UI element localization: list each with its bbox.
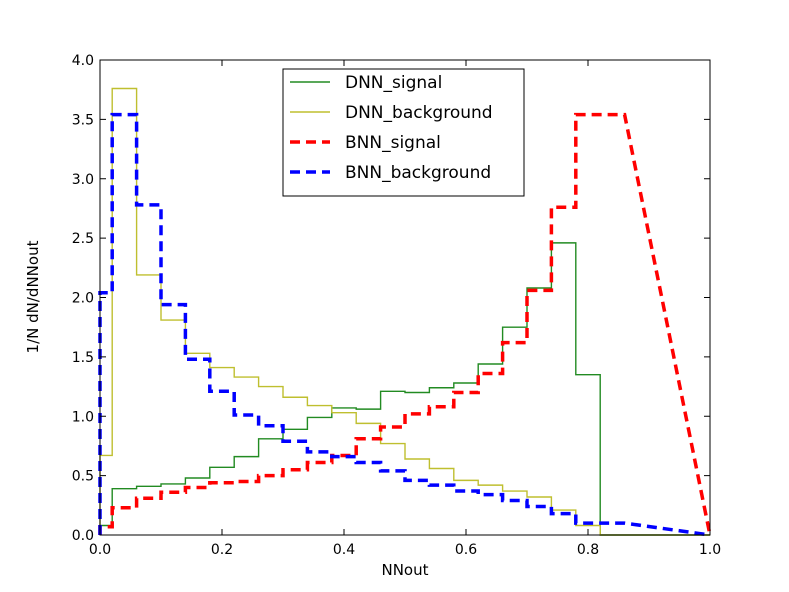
y-tick-label: 3.5 — [72, 112, 94, 128]
y-tick-label: 1.0 — [72, 409, 94, 425]
y-tick-label: 0.5 — [72, 469, 94, 485]
x-tick-label: 0.4 — [333, 542, 355, 558]
legend-label: BNN_signal — [345, 133, 441, 153]
series-line-dnn-signal — [99, 242, 710, 536]
x-tick-label: 0.8 — [577, 542, 599, 558]
y-tick-label: 3.0 — [72, 172, 94, 188]
y-tick-label: 1.5 — [72, 350, 94, 366]
legend-label: DNN_signal — [345, 73, 442, 93]
y-tick-label: 2.5 — [72, 231, 94, 247]
series-line-dnn-background — [99, 87, 710, 536]
ticks-layer: 0.0 0.2 0.4 0.6 0.8 1.0 0.0 0.5 1.0 1.5 2.0 2.5 3.0 3… — [72, 53, 721, 558]
legend-box — [282, 68, 525, 197]
series-layer — [98, 87, 712, 537]
legend-label: DNN_background — [345, 103, 493, 123]
y-tick-label: 4.0 — [72, 53, 94, 69]
y-tick-label: 2.0 — [72, 291, 94, 307]
y-tick-label: 0.0 — [72, 528, 94, 544]
series-line-bnn-background — [98, 112, 711, 537]
y-axis-label: 1/N dN/dNNout — [24, 240, 42, 353]
x-tick-label: 0.0 — [89, 542, 111, 558]
legend-label: BNN_background — [345, 163, 491, 183]
x-tick-label: 1.0 — [699, 542, 721, 558]
x-tick-label: 0.2 — [211, 542, 233, 558]
x-axis-label: NNout — [381, 561, 428, 579]
x-tick-label: 0.6 — [455, 542, 477, 558]
legend: DNN_signal DNN_background BNN_signal BNN_ba… — [282, 68, 525, 197]
